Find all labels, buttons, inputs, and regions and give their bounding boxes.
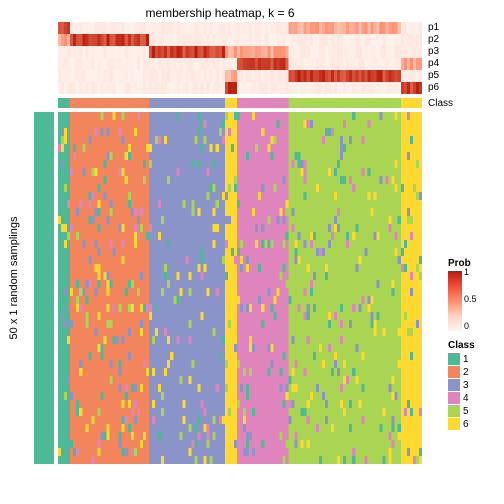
prob-tick: 1	[464, 267, 469, 277]
class-swatch-icon	[448, 392, 460, 404]
class-legend-item: 4	[448, 392, 475, 404]
prob-tick: 0.5	[464, 294, 477, 304]
prob-row-label: p1	[428, 22, 439, 33]
class-annotation-strip	[58, 98, 422, 108]
class-legend-item: 6	[448, 418, 475, 430]
main-heatmap	[58, 112, 422, 464]
class-swatch-icon	[448, 418, 460, 430]
class-swatch-icon	[448, 379, 460, 391]
class-swatch-icon	[448, 353, 460, 365]
class-legend-item: 5	[448, 405, 475, 417]
prob-tick: 0	[464, 321, 469, 331]
ylabel-outer: 50 x 1 random samplings	[8, 178, 20, 378]
prob-row-label: p6	[428, 82, 439, 93]
class-legend-item: 2	[448, 366, 475, 378]
prob-row-label: p5	[428, 70, 439, 81]
row-annotation-band	[34, 112, 54, 464]
prob-gradient-icon: 00.51	[448, 271, 462, 331]
prob-row-label: p2	[428, 34, 439, 45]
prob-heatmap	[58, 22, 422, 94]
class-legend-label: 2	[463, 367, 469, 378]
class-legend-title: Class	[448, 340, 475, 351]
class-row-label: Class	[428, 98, 453, 109]
class-legend: Class 1 2 3 4 5 6	[448, 340, 475, 431]
chart-title: membership heatmap, k = 6	[120, 6, 320, 20]
class-legend-label: 1	[463, 354, 469, 365]
prob-legend: Prob00.51	[448, 258, 471, 331]
prob-row-label: p3	[428, 46, 439, 57]
class-swatch-icon	[448, 405, 460, 417]
class-legend-label: 4	[463, 393, 469, 404]
class-swatch-icon	[448, 366, 460, 378]
class-legend-item: 3	[448, 379, 475, 391]
class-legend-item: 1	[448, 353, 475, 365]
class-legend-label: 6	[463, 419, 469, 430]
class-legend-label: 3	[463, 380, 469, 391]
class-legend-label: 5	[463, 406, 469, 417]
prob-row-label: p4	[428, 58, 439, 69]
